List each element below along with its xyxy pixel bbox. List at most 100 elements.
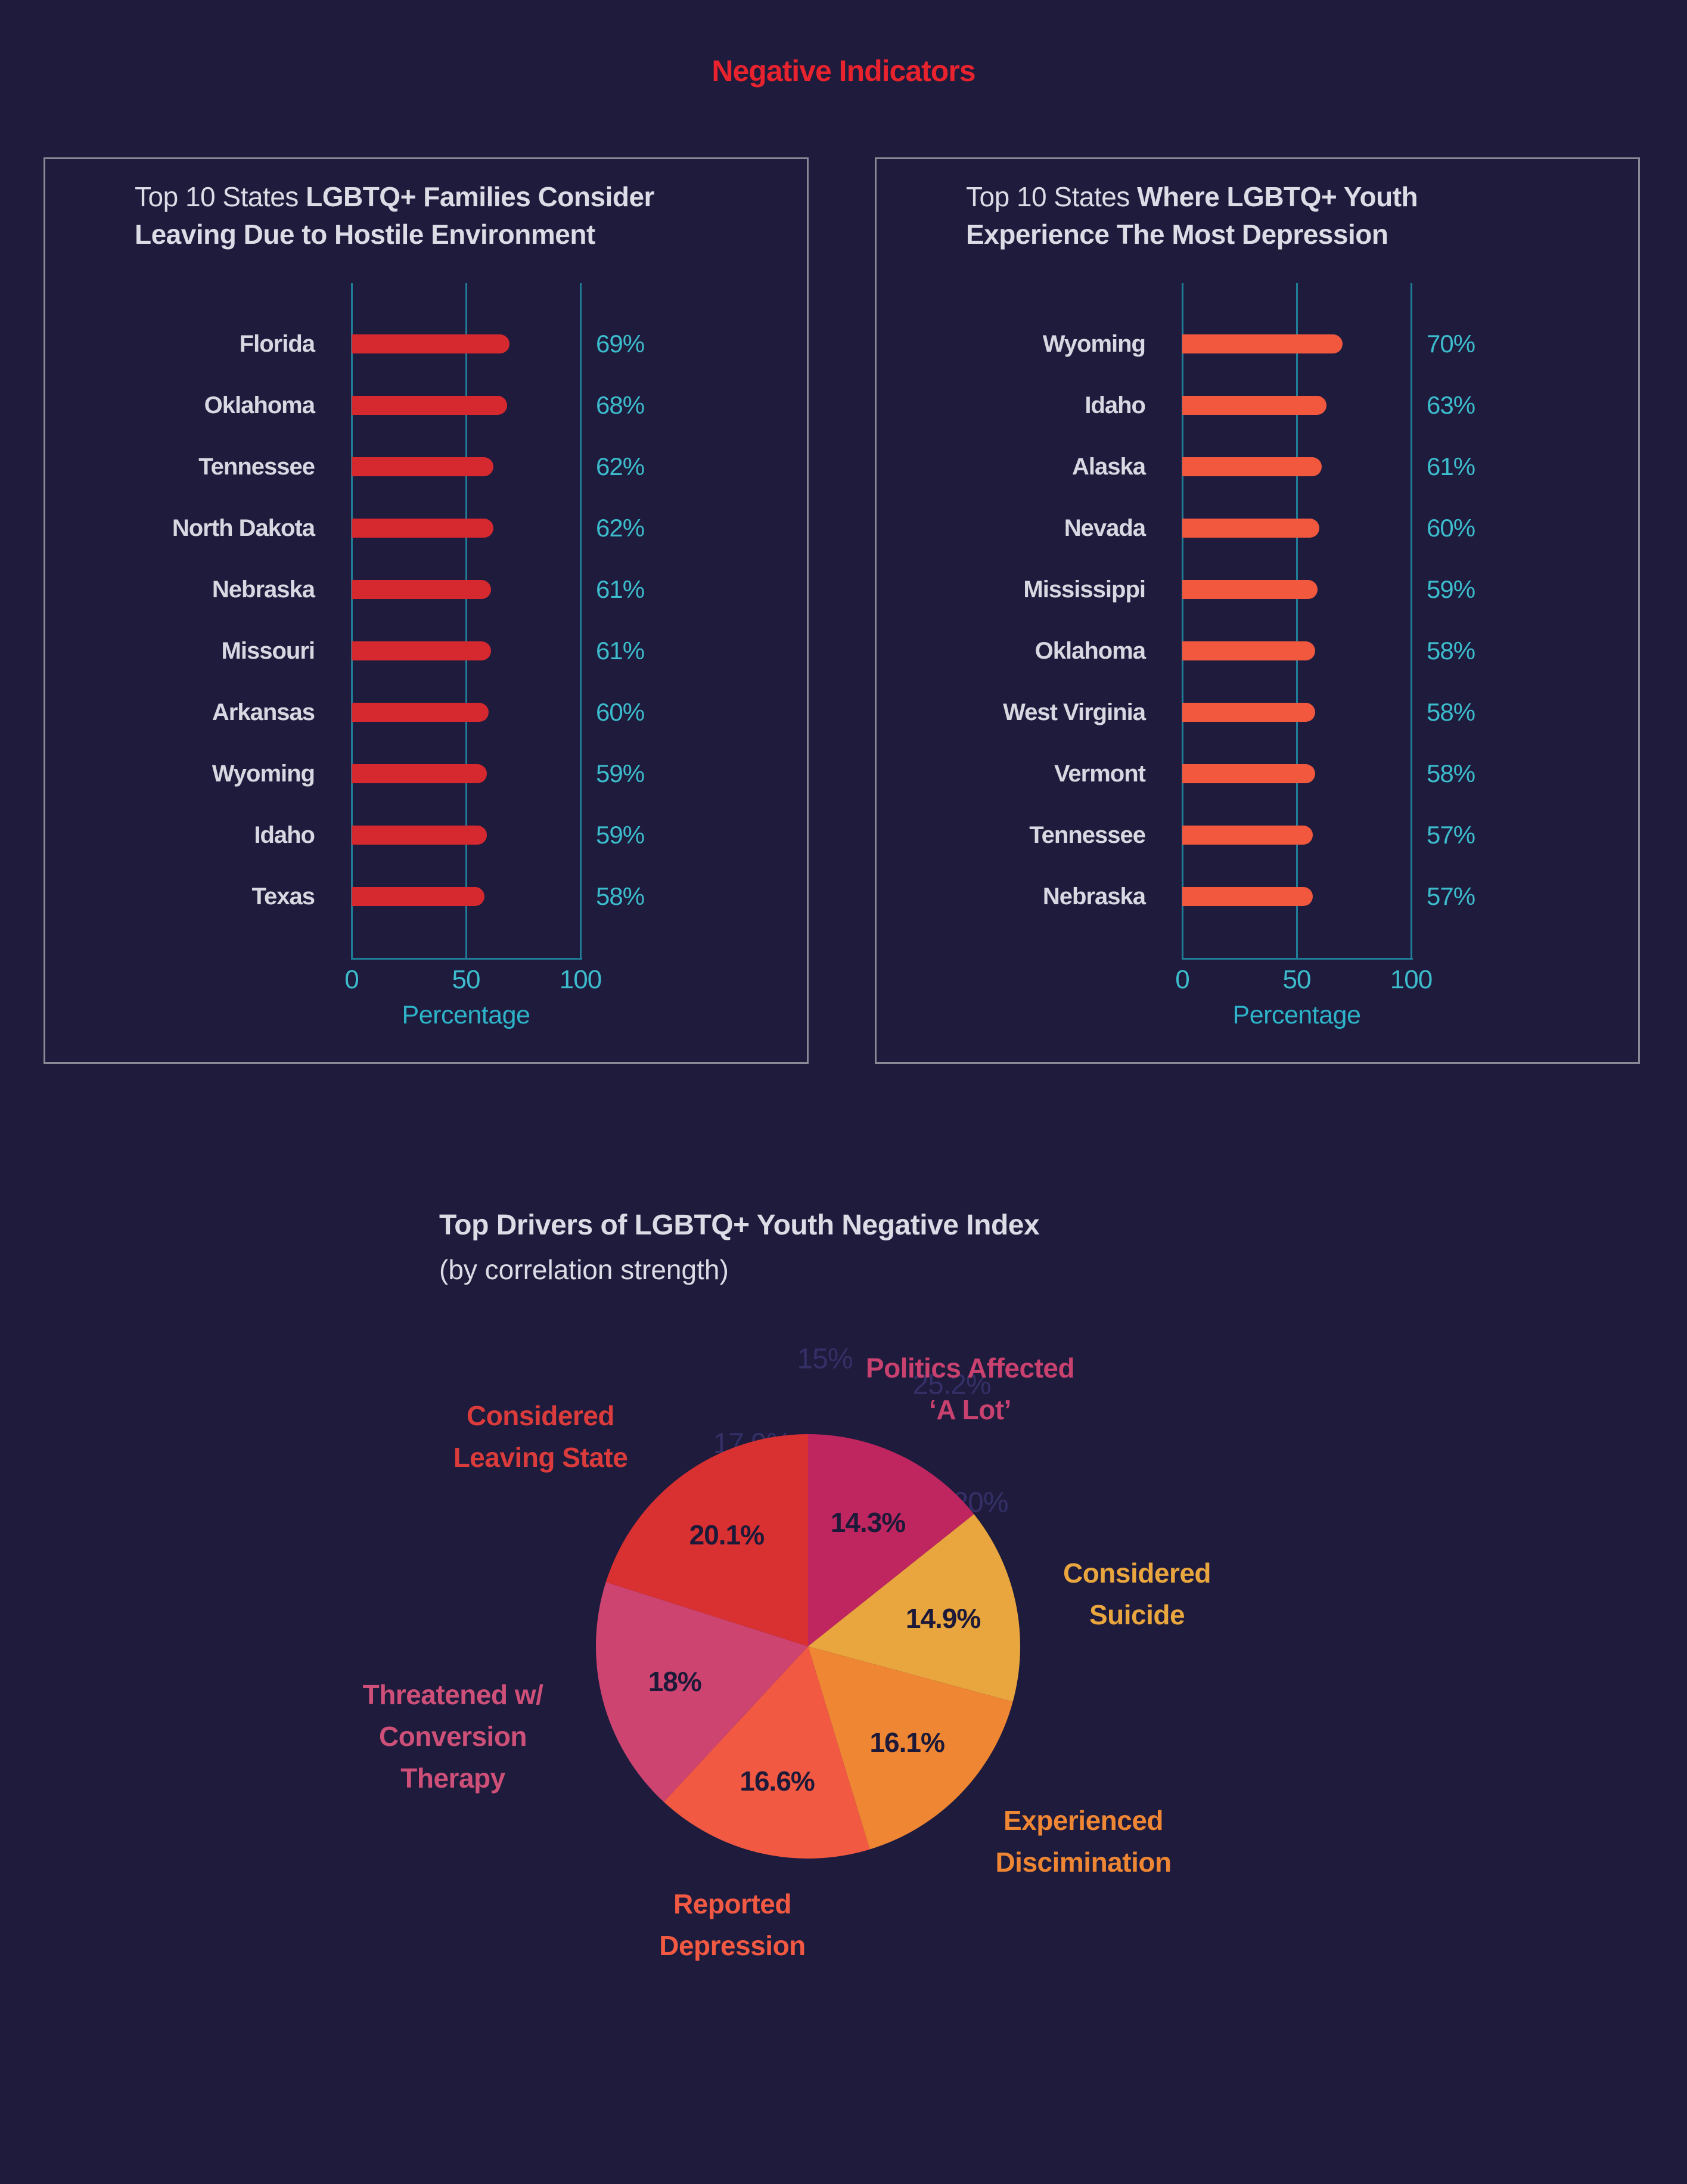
bar <box>1182 519 1320 538</box>
pie-category-label: Considered Suicide <box>1062 1558 1211 1630</box>
value-label: 61% <box>596 575 645 603</box>
chart-title-regular: Top 10 States <box>966 181 1138 212</box>
pie-title-bold: Top Drivers of LGBTQ+ Youth Negative Ind… <box>439 1209 1040 1241</box>
x-axis-tick-label: 100 <box>559 965 602 994</box>
state-label: Nebraska <box>212 576 315 603</box>
pie-title-subtitle: (by correlation strength) <box>439 1254 729 1285</box>
state-label: Wyoming <box>212 760 315 787</box>
state-label: Wyoming <box>1042 330 1146 357</box>
pie-slice <box>596 1582 808 1803</box>
bar <box>1182 703 1315 722</box>
bar <box>1182 457 1322 476</box>
value-label: 68% <box>596 391 645 419</box>
state-label: Idaho <box>254 821 315 848</box>
state-label: Idaho <box>1085 392 1146 418</box>
state-label: Tennessee <box>1029 821 1146 848</box>
chart-title-regular: Top 10 States <box>135 181 306 212</box>
pie-slice <box>808 1514 1020 1702</box>
bar <box>352 887 484 906</box>
value-label: 57% <box>1427 882 1475 910</box>
state-label: Nebraska <box>1042 883 1146 910</box>
pie-category-label: Experienced Discimination <box>995 1805 1172 1878</box>
pie-category-label: Politics Affected ‘A Lot’ <box>865 1352 1075 1425</box>
value-label: 58% <box>596 882 645 910</box>
pie-pct-label: 16.6% <box>740 1765 815 1797</box>
value-label: 59% <box>596 759 645 787</box>
gridline <box>1411 283 1412 958</box>
bar <box>1182 887 1313 906</box>
value-label: 59% <box>1427 575 1475 603</box>
x-axis-title: Percentage <box>402 1001 530 1029</box>
bar <box>1182 641 1315 660</box>
gridline <box>1296 283 1298 958</box>
value-label: 61% <box>1427 452 1475 480</box>
state-label: North Dakota <box>172 514 315 541</box>
x-axis-line <box>1182 958 1413 960</box>
pie-slice <box>663 1646 870 1859</box>
pie-slice <box>808 1434 974 1646</box>
value-label: 63% <box>1427 391 1475 419</box>
bar <box>352 703 489 722</box>
value-label: 70% <box>1427 330 1475 358</box>
panel-youth-depression: Top 10 States Where LGBTQ+ Youth Experien… <box>875 157 1640 1064</box>
value-label: 69% <box>596 330 645 358</box>
gridline <box>351 283 353 958</box>
state-label: West Virginia <box>1003 699 1146 725</box>
value-label: 61% <box>596 637 645 665</box>
pie-pct-label: 16.1% <box>869 1727 945 1758</box>
value-label: 58% <box>1427 759 1475 787</box>
x-axis-tick-label: 50 <box>452 965 481 994</box>
chart-title-youth-depression: Top 10 States Where LGBTQ+ Youth Experien… <box>966 178 1604 253</box>
x-axis-title: Percentage <box>1232 1001 1361 1029</box>
value-label: 58% <box>1427 637 1475 665</box>
pie-chart <box>596 1434 1020 1859</box>
x-axis-line <box>351 958 582 960</box>
state-label: Texas <box>251 883 315 910</box>
pie-pct-label: 18% <box>648 1665 702 1697</box>
bar <box>1182 826 1313 845</box>
x-axis-tick-label: 50 <box>1282 965 1312 994</box>
chart-title-bold-line2: Leaving Due to Hostile Environment <box>135 219 595 250</box>
chart-title-bold-line1: LGBTQ+ Families Consider <box>306 181 654 212</box>
panel-families-consider-leaving: Top 10 States LGBTQ+ Families Consider Le… <box>44 157 809 1064</box>
pie-slice <box>808 1646 1013 1850</box>
bar <box>1182 764 1315 783</box>
chart-title-families-leaving: Top 10 States LGBTQ+ Families Consider Le… <box>135 178 772 253</box>
pie-slice <box>605 1434 808 1646</box>
pie-pct-label: 20.1% <box>689 1519 765 1551</box>
bar <box>352 826 487 845</box>
gridline <box>580 283 582 958</box>
chart-title-bold-line1: Where LGBTQ+ Youth <box>1137 181 1418 212</box>
value-label: 59% <box>596 821 645 849</box>
bar <box>352 334 509 353</box>
pie-section-title: Top Drivers of LGBTQ+ Youth Negative Ind… <box>439 1209 1040 1286</box>
bar <box>1182 396 1326 415</box>
pie-category-label: Reported Depression <box>659 1888 806 1961</box>
state-label: Vermont <box>1054 760 1146 787</box>
pie-pct-label: 14.9% <box>905 1603 981 1634</box>
bar <box>1182 334 1343 353</box>
state-label: Oklahoma <box>204 392 315 418</box>
pie-category-label: Threatened w/Conversion Therapy <box>362 1679 543 1794</box>
x-axis-tick-label: 0 <box>1175 965 1189 994</box>
pie-pct-label: 14.3% <box>830 1506 906 1538</box>
value-label: 57% <box>1427 821 1475 849</box>
state-label: Tennessee <box>198 453 315 480</box>
bar <box>352 396 508 415</box>
bar <box>352 764 487 783</box>
x-axis-tick-label: 100 <box>1390 965 1433 994</box>
value-label: 60% <box>1427 514 1475 542</box>
value-label: 58% <box>1427 698 1475 726</box>
value-label: 62% <box>596 452 645 480</box>
state-label: Oklahoma <box>1034 637 1146 664</box>
ghost-label: 25.2% <box>912 1369 991 1401</box>
chart-title-bold-line2: Experience The Most Depression <box>966 219 1388 250</box>
bar <box>1182 580 1318 599</box>
x-axis-tick-label: 0 <box>344 965 359 994</box>
bar <box>352 641 492 660</box>
state-label: Arkansas <box>212 699 315 725</box>
state-label: Alaska <box>1072 453 1146 480</box>
state-label: Missouri <box>221 637 315 664</box>
pie-category-label: Considered Leaving State <box>453 1400 628 1473</box>
